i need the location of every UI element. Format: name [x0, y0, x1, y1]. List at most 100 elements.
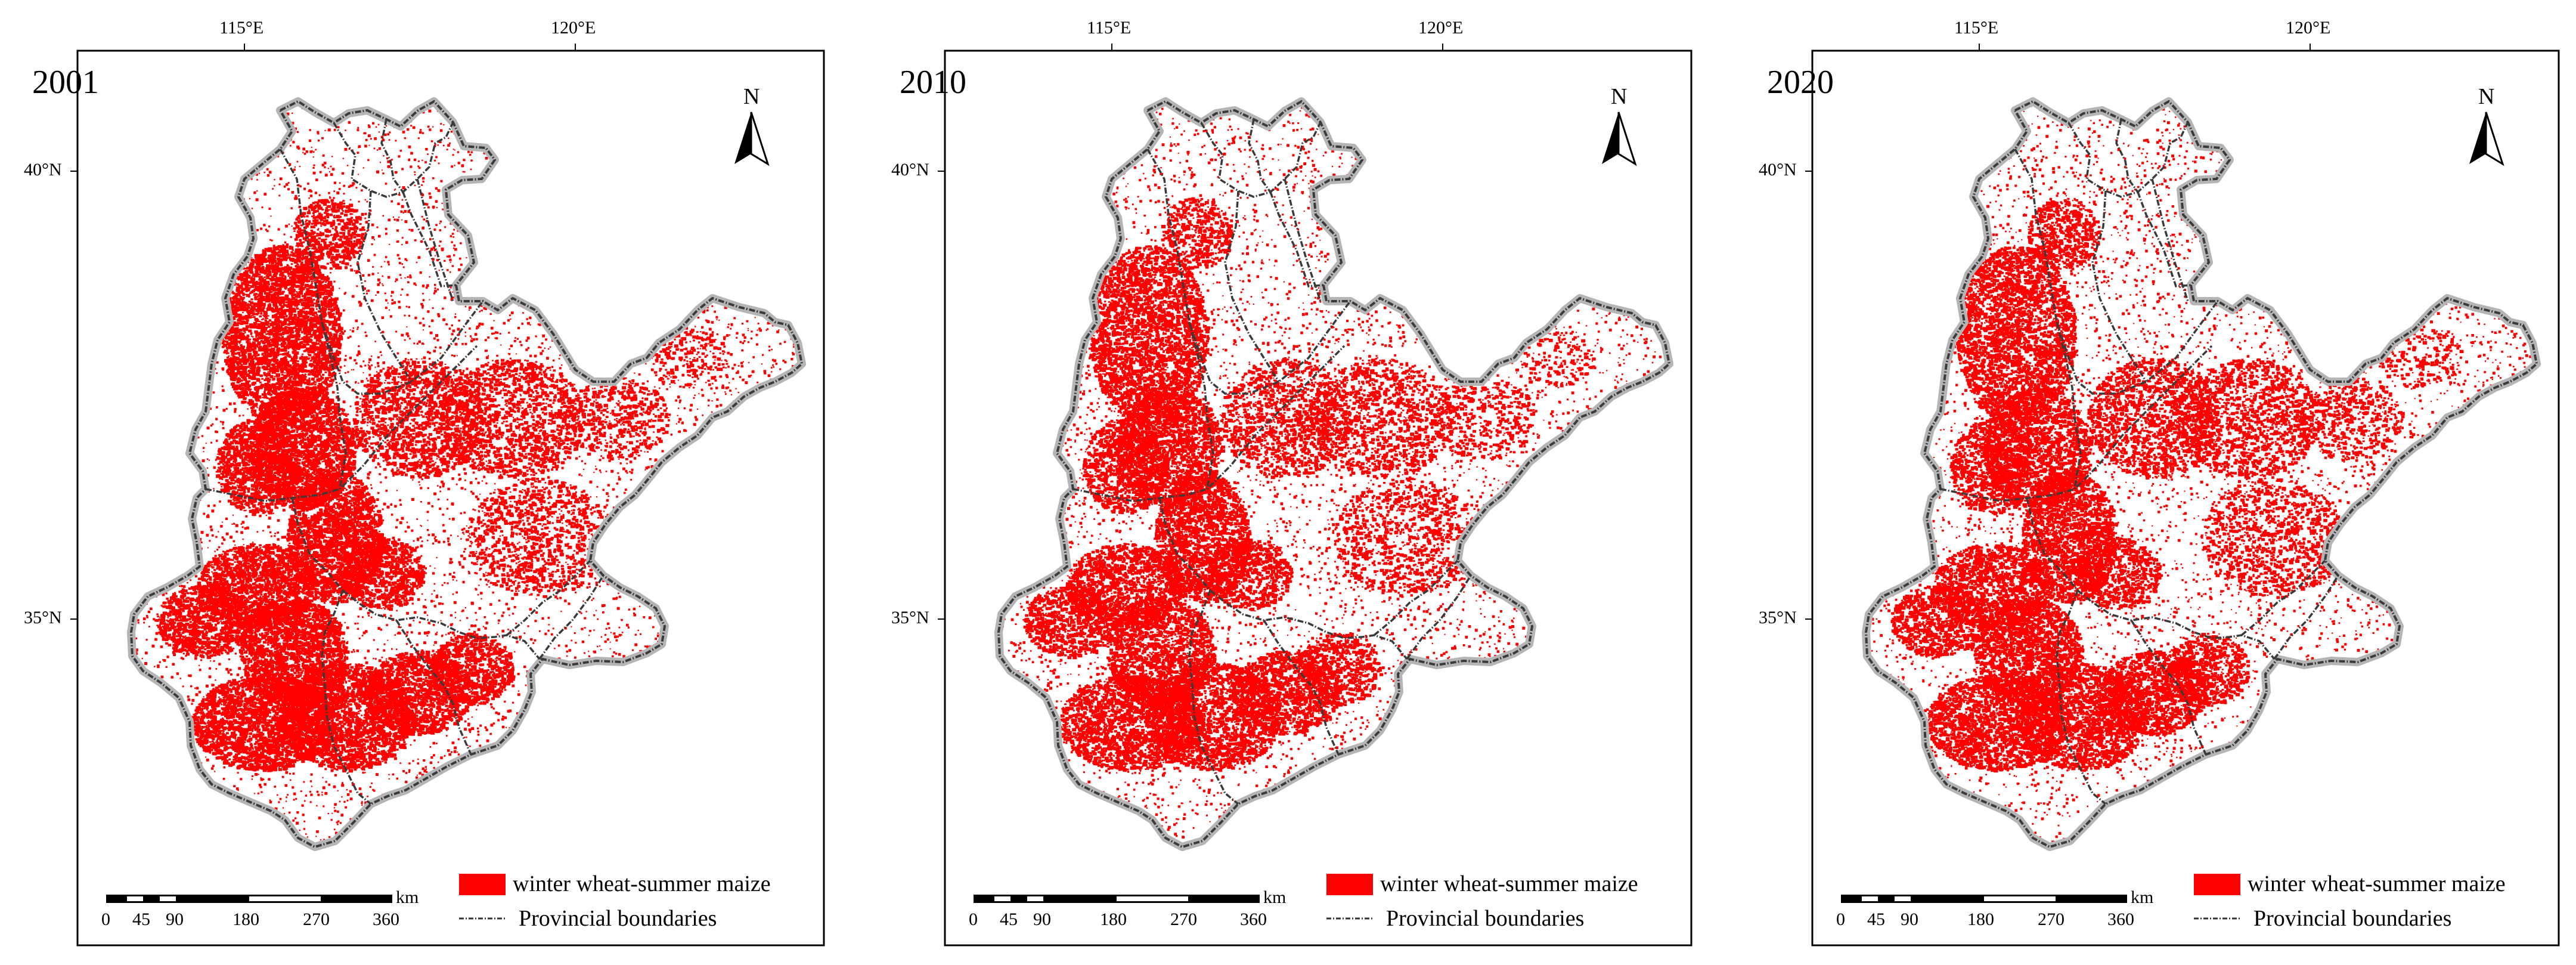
scale-tick-45: 45 — [1867, 910, 1885, 929]
scale-tick-90: 90 — [166, 910, 184, 929]
provincial-boundary-line — [1158, 497, 1211, 592]
lon-label-115: 115°E — [219, 18, 264, 38]
crop-pixels-layer — [999, 106, 1667, 841]
provincial-boundary-line — [2056, 321, 2082, 490]
lon-label-115: 115°E — [1087, 18, 1132, 38]
provincial-boundary-line — [2091, 190, 2147, 382]
map-panel-2020: 2020 115°E 120°E 40°N 35°N N km 0 45 90 … — [1735, 0, 2576, 965]
provincial-boundary-line — [1248, 119, 1272, 193]
legend-crop-label: winter wheat-summer maize — [1380, 871, 1638, 896]
provincial-boundary-line — [1224, 190, 1280, 382]
provincial-boundary-line — [538, 575, 605, 660]
provincial-boundary-line — [2026, 497, 2079, 592]
scale-tick-90: 90 — [1901, 910, 1918, 929]
provincial-boundary-line — [321, 321, 347, 490]
provincial-boundary-line — [357, 190, 413, 382]
scale-bar-unit: km — [1263, 887, 1287, 907]
scale-tick-270: 270 — [1170, 910, 1197, 929]
provincial-boundary-line — [1200, 122, 1322, 198]
north-arrow-icon — [734, 112, 770, 166]
lon-label-120: 120°E — [1418, 18, 1464, 38]
scale-tick-45: 45 — [1000, 910, 1018, 929]
study-area-outline — [997, 100, 1671, 849]
provincial-boundary-line — [2067, 122, 2189, 198]
provincial-boundary-line — [2151, 178, 2189, 302]
north-label: N — [743, 84, 760, 109]
legend-crop-swatch — [2194, 874, 2240, 895]
scale-bar — [106, 895, 392, 903]
scale-tick-270: 270 — [2038, 910, 2064, 929]
map-canvas — [70, 44, 825, 947]
scale-tick-360: 360 — [373, 910, 399, 929]
legend-crop-label: winter wheat-summer maize — [513, 871, 771, 896]
panel-year-title: 2010 — [900, 64, 966, 101]
lat-label-40: 40°N — [891, 160, 929, 180]
scale-tick-360: 360 — [1240, 910, 1267, 929]
provincial-boundary-line — [291, 497, 344, 592]
provincial-boundary-line — [279, 149, 484, 395]
scale-bar — [1841, 895, 2127, 903]
lat-label-40: 40°N — [24, 160, 62, 180]
crop-pixels-layer — [1868, 105, 2535, 844]
lat-label-40: 40°N — [1759, 160, 1797, 180]
provincial-boundary-line — [1406, 575, 1472, 660]
provincial-boundaries — [1072, 119, 1472, 805]
north-arrow-icon — [2469, 112, 2504, 166]
scale-tick-180: 180 — [233, 910, 259, 929]
scale-tick-360: 360 — [2107, 910, 2134, 929]
north-label: N — [2478, 84, 2495, 109]
scale-tick-0: 0 — [1836, 910, 1845, 929]
lat-label-35: 35°N — [1759, 608, 1797, 627]
provincial-boundary-line — [1188, 590, 1239, 805]
lon-label-120: 120°E — [2286, 18, 2331, 38]
scale-bar-unit: km — [396, 887, 419, 907]
map-frame — [1811, 50, 2560, 947]
map-panel-2001: 2001 115°E 120°E 40°N 35°N N km 0 45 90 … — [0, 0, 858, 965]
provincial-boundary-line — [2137, 191, 2191, 287]
provincial-boundary-line — [333, 122, 454, 198]
north-arrow-icon — [1602, 112, 1637, 166]
scale-tick-180: 180 — [1967, 910, 1994, 929]
provincial-boundary-line — [2014, 149, 2219, 395]
scale-tick-0: 0 — [969, 910, 978, 929]
lon-label-115: 115°E — [1954, 18, 1999, 38]
crop-pixels — [1868, 105, 2535, 844]
legend-boundary-label: Provincial boundaries — [1386, 906, 1585, 931]
provincial-boundary-line — [1269, 191, 1324, 287]
scale-tick-90: 90 — [1033, 910, 1051, 929]
provincial-boundary-line — [2056, 590, 2107, 805]
provincial-boundary-line — [1146, 149, 1351, 395]
scale-tick-0: 0 — [101, 910, 110, 929]
scale-tick-45: 45 — [132, 910, 150, 929]
north-label: N — [1611, 84, 1628, 109]
panel-year-title: 2020 — [1767, 64, 1834, 101]
map-frame — [76, 50, 825, 947]
provincial-boundary-line — [380, 119, 404, 193]
lat-label-35: 35°N — [24, 608, 62, 627]
scale-tick-180: 180 — [1100, 910, 1127, 929]
provincial-boundaries — [1940, 119, 2339, 805]
provincial-boundary-line — [506, 559, 591, 636]
study-area-outline — [129, 100, 804, 849]
panel-year-title: 2001 — [32, 64, 99, 101]
provincial-boundaries — [205, 119, 605, 805]
provincial-boundary-line — [1284, 178, 1322, 302]
crop-pixels — [135, 105, 802, 841]
provincial-boundary-line — [321, 590, 372, 805]
provincial-boundary-line — [342, 589, 541, 660]
provincial-boundary-line — [1188, 321, 1214, 490]
scale-bar-unit: km — [2131, 887, 2154, 907]
legend-crop-label: winter wheat-summer maize — [2248, 871, 2506, 896]
provincial-boundary-line — [1209, 589, 1408, 660]
provincial-boundary-line — [2240, 559, 2326, 636]
crop-pixels — [999, 106, 1667, 841]
map-panel-2010: 2010 115°E 120°E 40°N 35°N N km 0 45 90 … — [867, 0, 1726, 965]
lon-label-120: 120°E — [551, 18, 596, 38]
lat-label-35: 35°N — [891, 608, 929, 627]
provincial-boundary-line — [416, 178, 454, 302]
provincial-boundary-line — [2273, 575, 2339, 660]
map-frame — [944, 50, 1692, 947]
legend-boundary-label: Provincial boundaries — [519, 906, 717, 931]
map-canvas — [938, 44, 1692, 947]
study-area-outline — [1864, 100, 2538, 849]
